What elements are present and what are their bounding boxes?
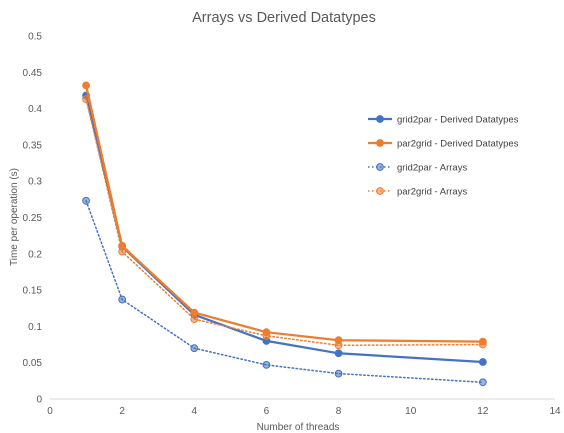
- data-point: [478, 378, 487, 387]
- data-point: [478, 358, 487, 366]
- y-tick-label: 0.2: [28, 249, 42, 260]
- x-tick-label: 8: [336, 406, 342, 417]
- data-point: [334, 341, 343, 350]
- legend-swatch-marker: [376, 163, 384, 171]
- legend-swatch-marker: [376, 115, 384, 123]
- data-point: [118, 247, 127, 256]
- x-tick-label: 4: [192, 406, 198, 417]
- legend-label: par2grid - Arrays: [397, 187, 467, 198]
- y-axis-title: Time per operation (s): [9, 168, 20, 266]
- legend-label: grid2par - Arrays: [397, 163, 467, 174]
- series-layer: [82, 81, 487, 387]
- data-point: [190, 344, 199, 353]
- x-tick-label: 14: [549, 406, 561, 417]
- data-point: [190, 315, 199, 324]
- y-tick-label: 0.25: [23, 213, 43, 224]
- y-tick-label: 0.5: [28, 32, 42, 43]
- y-tick-label: 0.4: [28, 104, 42, 115]
- x-tick-label: 6: [264, 406, 270, 417]
- legend-swatch-marker: [376, 139, 384, 147]
- data-point: [118, 295, 127, 304]
- x-tick-label: 10: [405, 406, 417, 417]
- series-line: [84, 84, 485, 343]
- x-tick-label: 12: [477, 406, 489, 417]
- y-tick-label: 0.15: [23, 286, 43, 297]
- series-line: [85, 98, 484, 347]
- x-tick-label: 0: [47, 406, 53, 417]
- x-axis-title: Number of threads: [257, 422, 340, 433]
- y-tick-label: 0.3: [28, 177, 42, 188]
- data-point: [82, 95, 90, 104]
- chart-title: Arrays vs Derived Datatypes: [192, 10, 376, 26]
- x-tick-label: 2: [119, 406, 125, 417]
- data-point: [478, 340, 487, 349]
- y-tick-label: 0.05: [23, 358, 43, 369]
- legend-swatch-marker: [376, 187, 384, 195]
- data-point: [82, 196, 90, 205]
- legend-label: par2grid - Derived Datatypes: [397, 139, 519, 150]
- y-tick-label: 0: [36, 395, 42, 406]
- y-tick-label: 0.1: [28, 322, 42, 333]
- data-point: [334, 349, 343, 358]
- legend-label: grid2par - Derived Datatypes: [397, 115, 519, 126]
- x-axis-ticks: 0 2 4 6 8 10 12 14: [47, 406, 561, 417]
- y-axis-ticks: 0 0.05 0.1 0.15 0.2 0.25 0.3 0.35 0.4 0.45 0.5: [23, 32, 43, 406]
- data-point: [262, 331, 271, 340]
- y-tick-label: 0.45: [23, 68, 43, 79]
- y-tick-label: 0.35: [23, 140, 43, 151]
- series-line: [85, 200, 484, 384]
- data-point: [334, 369, 343, 378]
- legend: grid2par - Derived Datatypes par2grid - D…: [368, 115, 519, 198]
- series-line: [84, 94, 485, 364]
- data-point: [262, 360, 271, 369]
- data-point: [190, 308, 199, 317]
- data-point: [82, 81, 90, 90]
